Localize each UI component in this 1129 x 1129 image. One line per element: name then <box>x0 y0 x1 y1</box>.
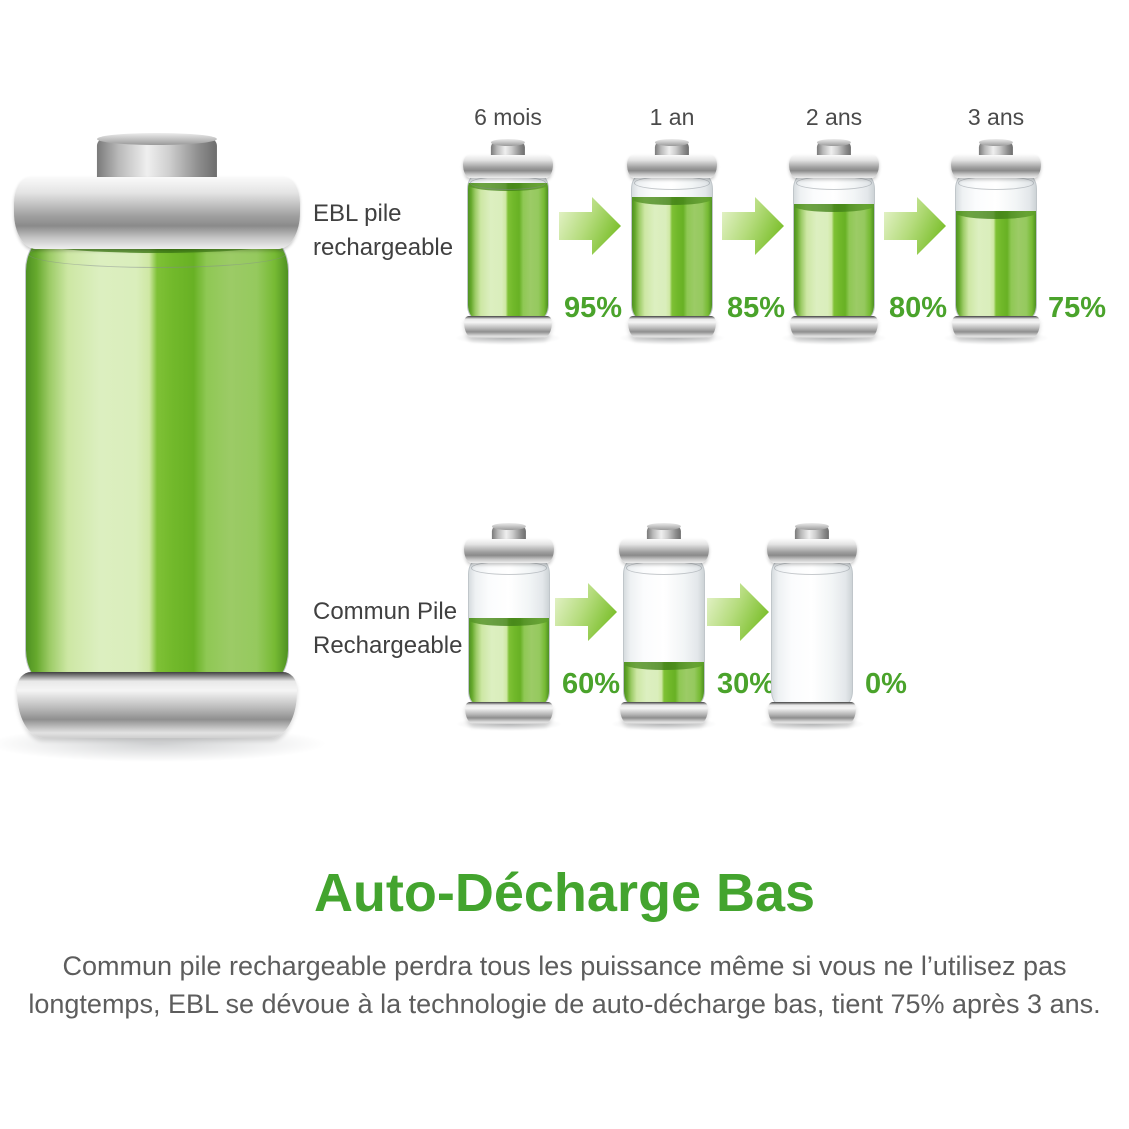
liquid-surface <box>631 196 713 205</box>
series-label-common: Commun Pile Rechargeable <box>313 595 462 663</box>
battery-base <box>767 702 857 724</box>
battery-base <box>951 316 1041 338</box>
percent-label-60: 60% <box>562 668 621 700</box>
arrow-right-icon <box>884 197 946 255</box>
battery-terminal <box>978 139 1014 158</box>
battery-cap <box>767 538 857 563</box>
liquid-surface <box>468 617 550 626</box>
percent-label-80: 80% <box>889 292 948 324</box>
battery-cap <box>14 177 300 249</box>
battery-terminal <box>491 523 527 542</box>
period-label-2ans: 2 ans <box>805 104 863 130</box>
description-text: Commun pile rechargeable perdra tous les… <box>0 947 1129 1023</box>
battery-glass <box>770 558 854 707</box>
period-label-3ans: 3 ans <box>967 104 1025 130</box>
series-label-line: Rechargeable <box>313 632 463 659</box>
battery-glass <box>622 558 706 707</box>
battery-cap <box>463 154 553 179</box>
arrow-right-icon <box>707 583 769 641</box>
battery-ebl-6mois <box>454 139 562 345</box>
battery-base <box>464 702 554 724</box>
liquid-surface <box>623 661 705 670</box>
battery-fill-level <box>631 196 713 320</box>
battery-cap <box>464 538 554 563</box>
description-line: longtemps, EBL se dévoue à la technologi… <box>28 989 1101 1019</box>
period-label-1an: 1 an <box>649 104 695 130</box>
battery-ebl-3ans <box>942 139 1050 345</box>
battery-cap <box>619 538 709 563</box>
battery-base <box>627 316 717 338</box>
battery-fill-level <box>955 211 1037 320</box>
battery-fill-level <box>468 617 550 706</box>
percent-label-75: 75% <box>1048 292 1107 324</box>
battery-fill-level <box>623 661 705 706</box>
battery-terminal <box>654 139 690 158</box>
percent-label-30: 30% <box>717 668 776 700</box>
battery-fill-level <box>26 238 288 683</box>
percent-label-0: 0% <box>865 668 907 700</box>
series-label-ebl: EBL pile rechargeable <box>313 197 453 265</box>
arrow-right-icon <box>722 197 784 255</box>
battery-cap <box>951 154 1041 179</box>
percent-label-85: 85% <box>727 292 786 324</box>
series-label-line: EBL pile <box>313 200 402 227</box>
battery-common-1 <box>455 523 563 731</box>
battery-cap <box>789 154 879 179</box>
battery-terminal <box>646 523 682 542</box>
battery-ebl-2ans <box>780 139 888 345</box>
battery-common-2 <box>610 523 718 731</box>
battery-terminal <box>490 139 526 158</box>
battery-ebl-1an <box>618 139 726 345</box>
battery-glass <box>630 174 714 321</box>
percent-label-95: 95% <box>564 292 623 324</box>
description-line: Commun pile rechargeable perdra tous les… <box>62 951 1067 981</box>
battery-base <box>619 702 709 724</box>
period-label-6mois: 6 mois <box>474 104 542 130</box>
battery-terminal <box>96 133 218 183</box>
page-title: Auto-Décharge Bas <box>313 863 816 923</box>
battery-base <box>463 316 553 338</box>
arrow-right-icon <box>555 583 617 641</box>
battery-glass <box>466 174 550 321</box>
series-label-line: rechargeable <box>313 234 454 261</box>
liquid-surface <box>955 211 1037 220</box>
battery-fill-level <box>793 204 875 320</box>
arrow-right-icon <box>559 197 621 255</box>
battery-hero <box>0 133 326 762</box>
battery-glass <box>954 174 1038 321</box>
battery-glass <box>792 174 876 321</box>
battery-terminal <box>816 139 852 158</box>
battery-glass <box>25 237 289 684</box>
series-label-line: Commun Pile <box>313 598 458 625</box>
battery-base <box>16 672 298 738</box>
battery-fill-level <box>467 182 549 320</box>
battery-terminal <box>794 523 830 542</box>
battery-cap <box>627 154 717 179</box>
liquid-surface <box>793 204 875 213</box>
battery-glass <box>467 558 551 707</box>
battery-common-3 <box>758 523 866 731</box>
battery-base <box>789 316 879 338</box>
liquid-surface <box>467 182 549 191</box>
